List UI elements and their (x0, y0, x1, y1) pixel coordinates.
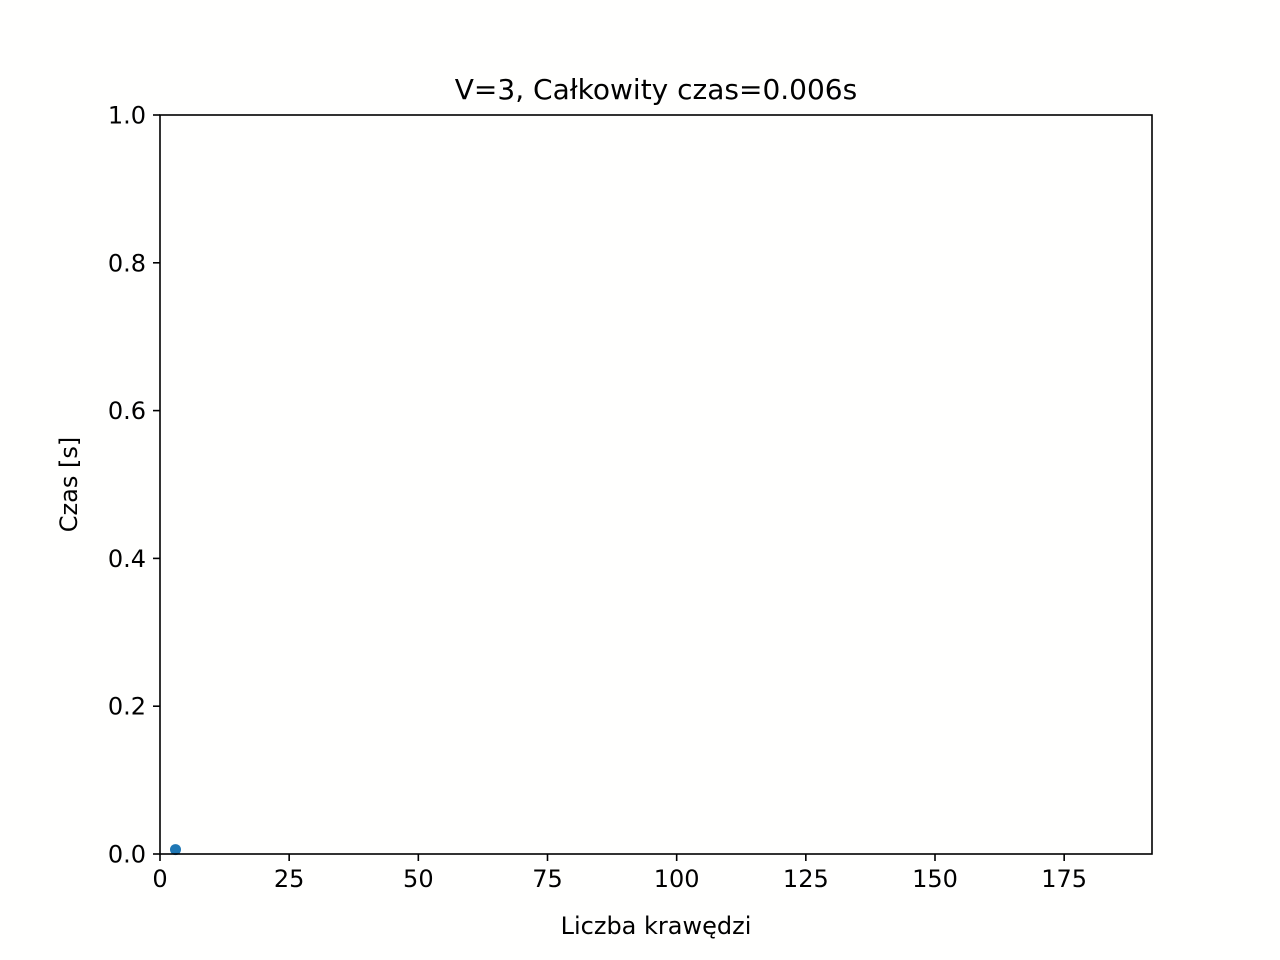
y-tick-label: 0.0 (108, 841, 146, 869)
y-axis-title: Czas [s] (55, 437, 83, 532)
y-tick-label: 0.2 (108, 693, 146, 721)
x-tick-label: 75 (532, 865, 563, 893)
x-tick-label: 175 (1041, 865, 1087, 893)
y-tick-label: 0.6 (108, 397, 146, 425)
data-point (170, 844, 181, 856)
x-axis-title: Liczba krawędzi (561, 912, 752, 940)
y-axis-ticks: 0.0 0.2 0.4 0.6 0.8 1.0 (108, 102, 160, 869)
y-tick-label: 0.8 (108, 249, 146, 277)
chart-title: V=3, Całkowity czas=0.006s (455, 73, 857, 106)
y-tick-label: 1.0 (108, 102, 146, 130)
plot-area (160, 115, 1152, 854)
x-tick-label: 0 (152, 865, 167, 893)
y-tick-label: 0.4 (108, 545, 146, 573)
x-tick-label: 150 (912, 865, 958, 893)
plot-frame (159, 114, 1153, 855)
x-tick-label: 25 (274, 865, 305, 893)
x-tick-label: 50 (403, 865, 434, 893)
x-tick-label: 100 (654, 865, 700, 893)
x-tick-label: 125 (783, 865, 829, 893)
x-axis-ticks: 0 25 50 75 100 125 150 175 (152, 854, 1087, 893)
data-points (170, 844, 181, 856)
